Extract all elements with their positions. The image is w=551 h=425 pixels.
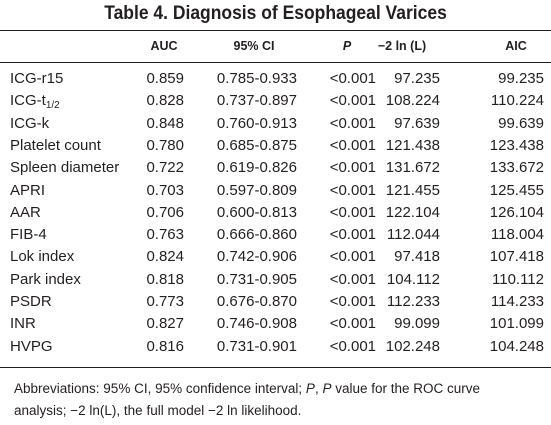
rule: [0, 367, 551, 368]
cell: <0.001: [329, 248, 376, 266]
row-label: Spleen diameter: [10, 159, 120, 177]
rule: [0, 62, 551, 63]
cell: 0.773: [146, 293, 184, 310]
cell: 0.746-0.908: [216, 315, 297, 333]
cell: <0.001: [329, 70, 376, 87]
cell: 121.455: [385, 181, 440, 199]
row-label: ICG-t1/2: [10, 92, 60, 111]
cell: 99.235: [498, 70, 544, 87]
cell: 101.099: [489, 315, 544, 333]
row-label: APRI: [10, 181, 46, 199]
cell: 126.104: [489, 203, 544, 221]
cell: <0.001: [329, 181, 376, 199]
cell: 0.722: [146, 159, 184, 177]
cell: 0.763: [146, 226, 184, 244]
column-header: P: [342, 39, 352, 53]
column-header: AUC: [150, 39, 178, 53]
cell: 0.816: [146, 337, 184, 355]
row-label: ICG-r15: [10, 70, 64, 87]
cell: 125.455: [489, 181, 544, 199]
cell: <0.001: [329, 270, 376, 288]
cell: 0.703: [146, 181, 184, 199]
cell: 122.104: [385, 203, 440, 221]
cell: 0.859: [146, 70, 184, 87]
cell: 0.706: [146, 203, 184, 221]
footnote-text: Abbreviations: 95% CI, 95% confidence in…: [14, 381, 306, 396]
cell: 133.672: [489, 159, 544, 177]
footnote: Abbreviations: 95% CI, 95% confidence in…: [14, 378, 534, 422]
cell: 0.848: [146, 114, 184, 132]
cell: 0.742-0.906: [216, 248, 297, 266]
cell: <0.001: [329, 315, 376, 333]
cell: 110.224: [490, 92, 544, 110]
row-label-subscript: 1/2: [45, 100, 60, 112]
row-label: FIB-4: [10, 226, 47, 244]
rule: [0, 30, 551, 31]
cell: 97.418: [394, 248, 440, 266]
cell: 123.438: [489, 136, 544, 154]
cell: 99.099: [394, 315, 440, 333]
cell: 108.224: [385, 92, 440, 110]
cell: 0.824: [146, 248, 184, 266]
column-header: 95% CI: [233, 39, 275, 53]
cell: <0.001: [329, 293, 376, 310]
cell: 0.731-0.905: [216, 270, 297, 288]
cell: 99.639: [498, 114, 544, 132]
cell: <0.001: [329, 114, 376, 132]
footnote-text: value for the ROC curve analysis; −2 ln(…: [14, 381, 481, 418]
cell: 0.828: [146, 92, 184, 110]
cell: 0.731-0.901: [216, 337, 297, 355]
footnote-text: P: [305, 381, 315, 396]
cell: 112.233: [386, 293, 440, 310]
cell: <0.001: [329, 92, 376, 110]
cell: 97.235: [394, 70, 440, 87]
cell: 0.827: [146, 315, 184, 333]
row-label: AAR: [10, 203, 41, 221]
footnote-text: P: [322, 381, 332, 396]
cell: 104.248: [489, 337, 544, 355]
row-label: HVPG: [10, 337, 53, 355]
cell: 0.619-0.826: [216, 159, 297, 177]
row-label: Lok index: [10, 248, 75, 266]
row-label: Platelet count: [10, 136, 101, 154]
column-header: −2 ln (L): [377, 39, 427, 53]
cell: 0.676-0.870: [216, 293, 297, 310]
cell: <0.001: [329, 337, 376, 355]
cell: 0.666-0.860: [216, 226, 297, 244]
cell: 0.685-0.875: [216, 136, 297, 154]
cell: <0.001: [329, 159, 376, 177]
cell: 0.785-0.933: [216, 70, 297, 87]
cell: 112.044: [386, 226, 440, 244]
cell: 0.600-0.813: [216, 203, 297, 221]
cell: 107.418: [489, 248, 544, 266]
cell: 104.112: [386, 270, 440, 288]
row-label-text: ICG-t: [10, 92, 46, 110]
footnote-text: ,: [314, 381, 323, 396]
row-label: ICG-k: [10, 114, 50, 132]
cell: <0.001: [329, 226, 376, 244]
cell: 0.818: [146, 270, 184, 288]
cell: 118.004: [490, 226, 544, 244]
row-label: PSDR: [10, 293, 52, 310]
cell: 0.737-0.897: [216, 92, 297, 110]
table-title: Table 4. Diagnosis of Esophageal Varices: [104, 3, 447, 24]
cell: 0.780: [146, 136, 184, 154]
cell: 102.248: [385, 337, 440, 355]
cell: 114.233: [490, 293, 544, 310]
cell: 0.597-0.809: [216, 181, 297, 199]
cell: <0.001: [329, 136, 376, 154]
cell: <0.001: [329, 203, 376, 221]
cell: 121.438: [385, 136, 440, 154]
cell: 97.639: [394, 114, 440, 132]
cell: 0.760-0.913: [216, 114, 297, 132]
row-label: INR: [10, 315, 36, 333]
cell: 110.112: [492, 270, 544, 288]
row-label: Park index: [10, 270, 81, 288]
cell: 131.672: [385, 159, 440, 177]
column-header: AIC: [505, 39, 527, 53]
